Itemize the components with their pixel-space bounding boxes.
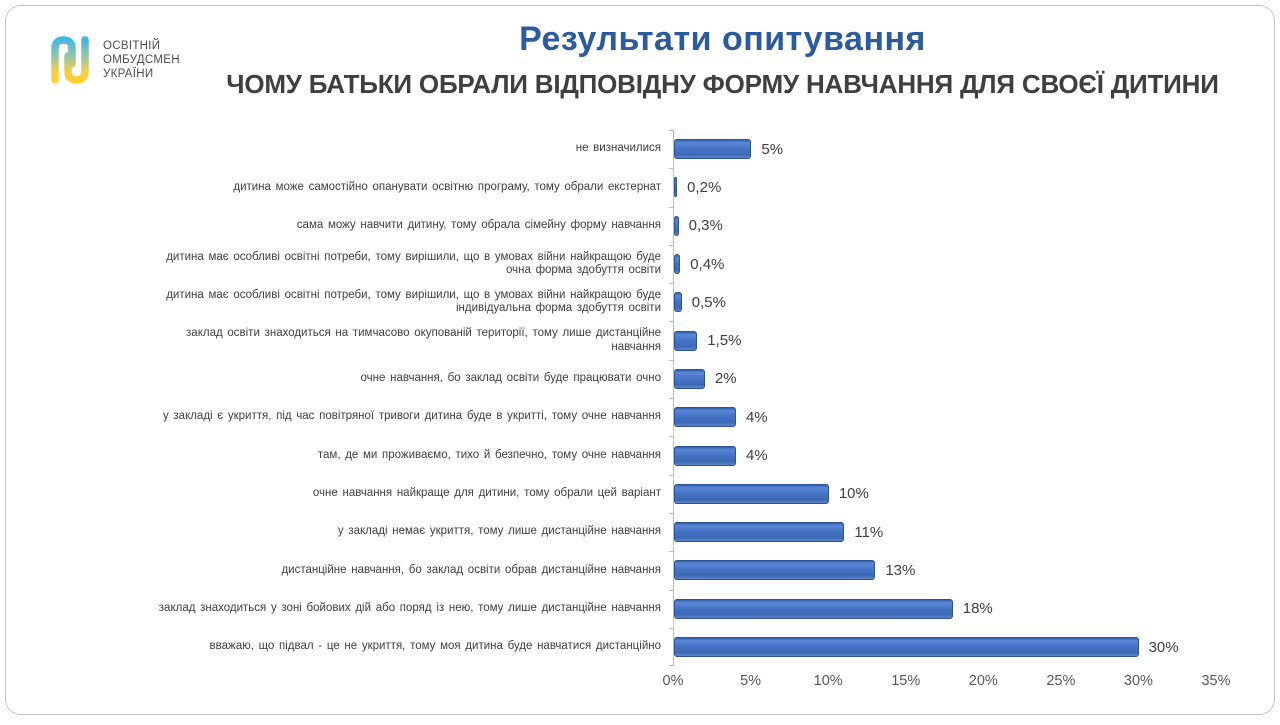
category-label: вважаю, що підвал - це не укриття, тому … — [209, 640, 661, 653]
chart-row: очне навчання, бо заклад освіти буде пра… — [156, 359, 1216, 399]
bar — [674, 292, 682, 313]
chart-row: вважаю, що підвал - це не укриття, тому … — [156, 627, 1216, 667]
chart-row: там, де ми проживаємо, тихо й безпечно, … — [156, 436, 1216, 475]
category-label: дитина має особливі освітні потреби, том… — [166, 250, 661, 277]
chart-row: сама можу навчити дитину, тому обрала сі… — [156, 206, 1216, 245]
category-label: сама можу навчити дитину, тому обрала сі… — [296, 218, 661, 231]
category-label: у закладі є укриття, під час повітряної … — [162, 410, 661, 423]
x-axis-tick-label: 10% — [813, 673, 843, 690]
bar-value-label: 11% — [854, 523, 884, 541]
bar-value-label: 10% — [838, 485, 869, 503]
bar — [674, 330, 698, 351]
x-axis-tick-label: 5% — [740, 673, 762, 690]
bar — [674, 368, 705, 389]
bar — [674, 215, 679, 236]
category-label: дистанційне навчання, бо заклад освіти о… — [281, 563, 661, 576]
bar-value-label: 4% — [745, 447, 768, 465]
logo-text: ОСВІТНІЙ ОМБУДСМЕН УКРАЇНИ — [103, 39, 180, 81]
x-axis-tick-label: 15% — [891, 673, 921, 690]
category-label: заклад освіти знаходиться на тимчасово о… — [186, 327, 661, 353]
category-label: дитина має особливі освітні потреби, том… — [166, 288, 661, 315]
row-plot-area: 1,5% — [669, 321, 1216, 360]
row-plot-area: 30% — [669, 627, 1216, 667]
row-plot-area: 11% — [669, 512, 1216, 552]
category-label: заклад знаходиться у зоні бойових дій аб… — [158, 601, 661, 614]
row-plot-area: 0,3% — [669, 206, 1216, 245]
logo-text-line1: ОСВІТНІЙ — [103, 40, 161, 52]
row-plot-area: 0,2% — [669, 168, 1216, 207]
bar — [674, 177, 678, 198]
page-subtitle: ЧОМУ БАТЬКИ ОБРАЛИ ВІДПОВІДНУ ФОРМУ НАВЧ… — [226, 69, 1219, 99]
bar-value-label: 30% — [1148, 638, 1179, 656]
bar-chart: не визначилися 5% дитина може самостійно о… — [156, 130, 1231, 695]
chart-row: заклад знаходиться у зоні бойових дій аб… — [156, 589, 1216, 628]
logo: ОСВІТНІЙ ОМБУДСМЕН УКРАЇНИ — [46, 32, 180, 88]
bar-value-label: 5% — [761, 140, 784, 158]
bar — [674, 407, 736, 428]
row-plot-area: 4% — [669, 398, 1216, 437]
x-axis-tick-label: 35% — [1201, 673, 1231, 690]
row-plot-area: 10% — [669, 474, 1216, 513]
chart-row: у закладі є укриття, під час повітряної … — [156, 398, 1216, 437]
chart-row: у закладі немає укриття, тому лише диста… — [156, 512, 1216, 552]
chart-row: дитина має особливі освітні потреби, том… — [156, 283, 1216, 322]
bar-value-label: 0,3% — [688, 217, 723, 235]
page-title: Результати опитування — [519, 20, 926, 58]
chart-row: не визначилися 5% — [156, 130, 1216, 169]
bar — [674, 522, 845, 543]
bar-value-label: 0,2% — [687, 178, 722, 196]
category-label: очне навчання найкраще для дитини, тому … — [312, 487, 661, 500]
bar — [674, 254, 681, 275]
bar-value-label: 1,5% — [707, 332, 742, 350]
chart-row: очне навчання найкраще для дитини, тому … — [156, 474, 1216, 513]
chart-row: дитина має особливі освітні потреби, том… — [156, 244, 1216, 284]
row-plot-area: 5% — [669, 130, 1216, 169]
row-plot-area: 0,4% — [669, 244, 1216, 284]
logo-text-line3: УКРАЇНИ — [103, 68, 154, 80]
category-label: не визначилися — [575, 142, 661, 155]
row-plot-area: 18% — [669, 589, 1216, 628]
bar-value-label: 2% — [714, 370, 737, 388]
logo-text-line2: ОМБУДСМЕН — [103, 54, 180, 66]
x-axis-tick-label: 30% — [1123, 673, 1153, 690]
chart-row: дистанційне навчання, бо заклад освіти о… — [156, 551, 1216, 590]
bar — [674, 483, 829, 504]
category-label: там, де ми проживаємо, тихо й безпечно, … — [317, 448, 661, 461]
category-label: дитина може самостійно опанувати освітню… — [233, 180, 661, 193]
bar-value-label: 13% — [885, 561, 916, 579]
bar — [674, 560, 876, 581]
bar — [674, 445, 736, 466]
bar — [674, 637, 1139, 657]
bar-value-label: 0,5% — [691, 293, 726, 311]
category-label: очне навчання, бо заклад освіти буде пра… — [360, 372, 661, 385]
chart-row: дитина може самостійно опанувати освітню… — [156, 168, 1216, 207]
bar-value-label: 0,4% — [690, 255, 725, 273]
educational-ombudsman-logo-icon — [51, 36, 89, 84]
bar-value-label: 4% — [745, 408, 768, 426]
x-axis-tick-label: 20% — [968, 673, 998, 690]
bar-value-label: 18% — [962, 600, 993, 618]
header: Результати опитування ЧОМУ БАТЬКИ ОБРАЛИ… — [171, 20, 1274, 100]
row-plot-area: 13% — [669, 551, 1216, 590]
bar — [674, 139, 752, 160]
row-plot-area: 0,5% — [669, 283, 1216, 322]
category-label: у закладі немає укриття, тому лише диста… — [337, 525, 661, 538]
row-plot-area: 2% — [669, 359, 1216, 399]
x-axis: 0% 5% 10% 15% 20% 25% 30% 35% — [663, 673, 1231, 695]
bar — [674, 598, 953, 619]
x-axis-tick-label: 25% — [1046, 673, 1076, 690]
row-plot-area: 4% — [669, 436, 1216, 475]
x-axis-tick-label: 0% — [662, 673, 684, 690]
chart-row: заклад освіти знаходиться на тимчасово о… — [156, 321, 1216, 360]
infographic-card: ОСВІТНІЙ ОМБУДСМЕН УКРАЇНИ Результати оп… — [5, 5, 1275, 715]
chart-plot-area: не визначилися 5% дитина може самостійно о… — [156, 130, 1216, 667]
